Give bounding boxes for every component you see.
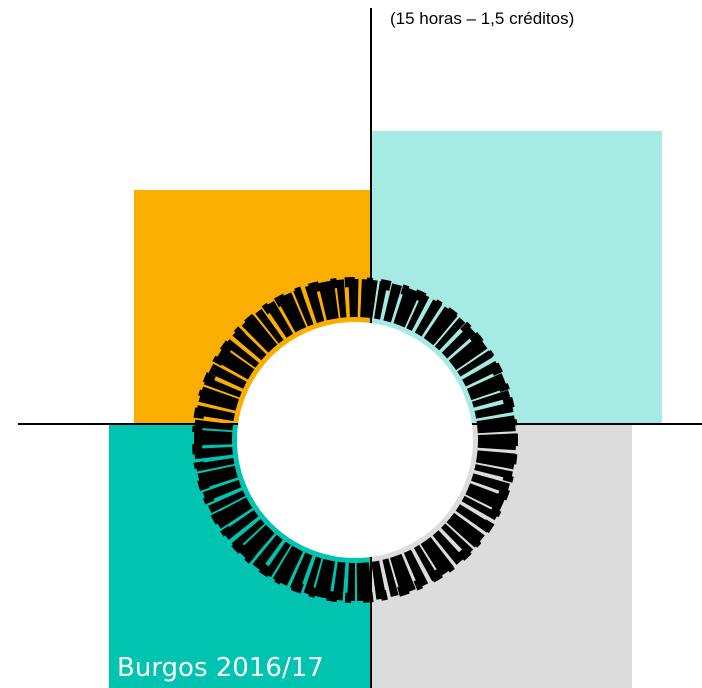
- inner-circle: [237, 322, 473, 558]
- footer-text: Burgos 2016/17: [117, 653, 324, 683]
- page: (15 horas – 1,5 créditos) Burgos 2016/17…: [0, 0, 702, 688]
- subtitle: (15 horas – 1,5 créditos): [390, 9, 574, 28]
- poster: (15 horas – 1,5 créditos) Burgos 2016/17: [0, 0, 702, 688]
